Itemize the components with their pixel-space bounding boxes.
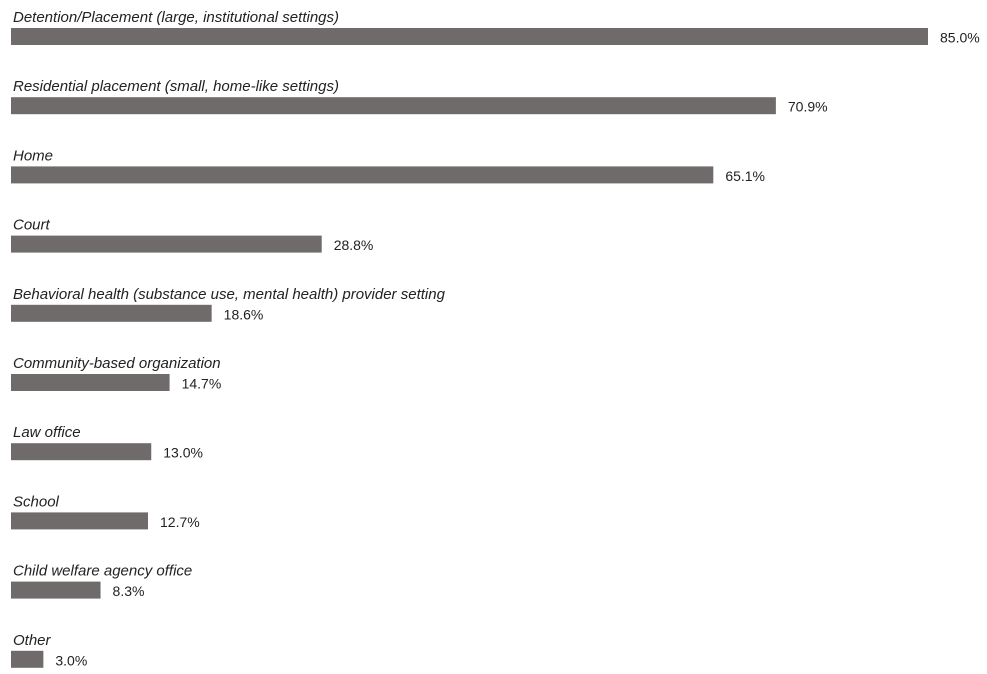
value-label: 28.8%	[334, 237, 374, 253]
bar	[11, 443, 152, 461]
value-label: 3.0%	[55, 652, 87, 668]
category-label: Behavioral health (substance use, mental…	[13, 286, 446, 303]
category-label: Residential placement (small, home-like …	[13, 78, 339, 95]
value-label: 13.0%	[163, 445, 203, 461]
category-label: Community-based organization	[13, 355, 221, 372]
value-label: 85.0%	[940, 30, 980, 46]
bar	[11, 28, 928, 45]
bar	[11, 581, 101, 599]
category-label: Law office	[13, 424, 81, 441]
value-label: 18.6%	[224, 306, 264, 322]
category-label: Child welfare agency office	[13, 563, 192, 580]
bar	[11, 374, 170, 391]
category-label: Other	[13, 632, 52, 649]
bar	[11, 650, 44, 668]
category-label: Detention/Placement (large, institutiona…	[13, 9, 339, 26]
bars-layer: Detention/Placement (large, institutiona…	[11, 9, 980, 668]
bar	[11, 304, 212, 322]
value-label: 12.7%	[160, 514, 200, 530]
bar	[11, 235, 322, 253]
value-label: 8.3%	[113, 583, 145, 599]
category-label: School	[13, 493, 60, 510]
category-label: Home	[13, 147, 53, 164]
bar	[11, 512, 149, 530]
value-label: 14.7%	[182, 376, 222, 392]
value-label: 65.1%	[725, 168, 765, 184]
value-label: 70.9%	[788, 99, 828, 115]
bar	[11, 97, 776, 115]
bar	[11, 166, 714, 184]
category-label: Court	[13, 217, 51, 234]
